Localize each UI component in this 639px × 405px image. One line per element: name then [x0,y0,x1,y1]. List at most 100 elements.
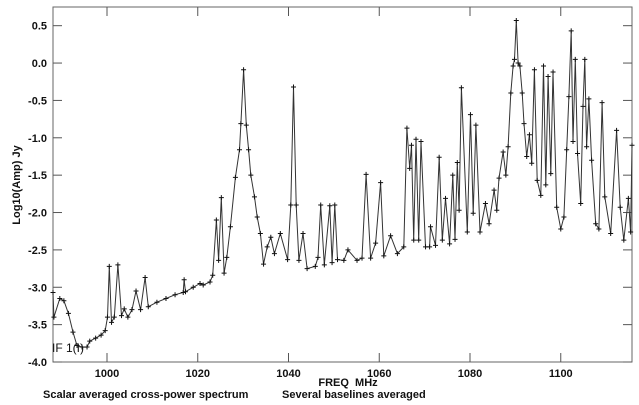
data-point-marker [602,194,608,200]
data-point-marker [575,150,581,156]
x-tick-label: 1040 [276,368,300,380]
data-point-marker [416,237,422,243]
data-point-marker [524,153,530,159]
caption-left: Scalar averaged cross-power spectrum [43,389,249,401]
y-tick-label: -3.5 [28,320,47,332]
data-point-marker [381,253,387,259]
data-point-marker [181,277,187,283]
data-point-marker [93,335,99,341]
data-point-marker [190,284,196,290]
data-point-marker [261,261,267,267]
data-point-marker [154,299,160,305]
data-point-marker [617,204,623,210]
x-axis-label: FREQ MHz [318,377,378,389]
data-point-marker [564,147,570,153]
data-point-marker [473,122,479,128]
data-point-marker [508,90,514,96]
data-point-marker [121,306,127,312]
spectrum-line [52,20,633,348]
data-point-marker [200,282,206,288]
caption-right: Several baselines averaged [282,389,426,401]
data-point-marker [505,144,511,150]
data-point-marker [586,96,592,102]
data-point-marker [394,251,400,257]
data-point-marker [534,177,540,183]
data-point-marker [545,74,551,80]
data-point-marker [238,121,244,127]
data-point-marker [452,236,458,242]
data-point-marker [271,251,277,257]
data-point-marker [568,28,574,34]
data-point-marker [582,56,588,62]
data-point-marker [106,263,112,269]
data-point-marker [411,237,417,243]
data-point-marker [70,329,76,335]
data-point-marker [500,149,506,155]
data-point-marker [321,262,327,268]
data-point-marker [335,257,341,263]
data-point-marker [232,174,238,180]
data-point-marker [327,203,333,209]
data-point-marker [213,217,219,223]
data-point-marker [521,121,527,127]
data-point-marker [51,314,57,320]
data-point-marker [84,344,90,350]
data-point-marker [584,144,590,150]
x-tick-label: 1080 [458,368,482,380]
data-point-marker [589,157,595,163]
data-point-marker [517,63,523,69]
data-point-marker [580,103,586,109]
data-point-marker [519,90,525,96]
data-point-marker [345,247,351,253]
data-point-marker [531,67,537,73]
data-point-marker [477,229,483,235]
data-point-marker [513,17,519,23]
y-tick-label: 0.0 [32,58,47,70]
y-axis-label: Log10(Amp) Jy [11,144,23,224]
y-tick-label: -2.0 [28,208,47,220]
data-point-marker [428,224,434,230]
data-point-marker [61,298,67,304]
data-point-marker [221,270,227,276]
data-point-marker [510,63,516,69]
data-point-marker [65,310,71,316]
data-point-marker [496,175,502,181]
data-point-marker [548,171,554,177]
data-point-marker [180,289,186,295]
data-point-marker [264,244,270,250]
data-point-marker [243,122,249,128]
y-tick-label: -2.5 [28,245,47,257]
data-point-marker [227,224,233,230]
data-point-marker [368,255,374,261]
y-tick-label: -1.0 [28,133,47,145]
data-point-marker [50,289,56,295]
data-point-marker [102,328,108,334]
data-point-marker [608,230,614,236]
data-point-marker [218,195,224,201]
data-point-marker [224,254,230,260]
data-point-marker [570,139,576,145]
data-point-marker [315,254,321,260]
data-point-marker [433,242,439,248]
y-tick-label: 0.5 [32,21,47,33]
data-point-marker [210,272,216,278]
data-point-marker [596,226,602,232]
x-tick-label: 1000 [95,368,119,380]
plot-frame [52,6,633,363]
data-point-marker [494,207,500,213]
data-point-marker [254,214,260,220]
data-point-marker [625,195,631,201]
data-point-marker [436,154,442,160]
y-tick-label: -1.5 [28,170,47,182]
data-point-marker [236,147,242,153]
data-point-marker [257,230,263,236]
data-point-marker [207,279,213,285]
data-point-marker [111,314,117,320]
data-point-marker [515,60,521,66]
data-point-marker [332,202,338,208]
data-point-marker [408,142,414,148]
data-point-marker [413,136,419,142]
data-point-marker [454,159,460,165]
data-point-marker [359,255,365,261]
data-point-marker [304,266,310,272]
